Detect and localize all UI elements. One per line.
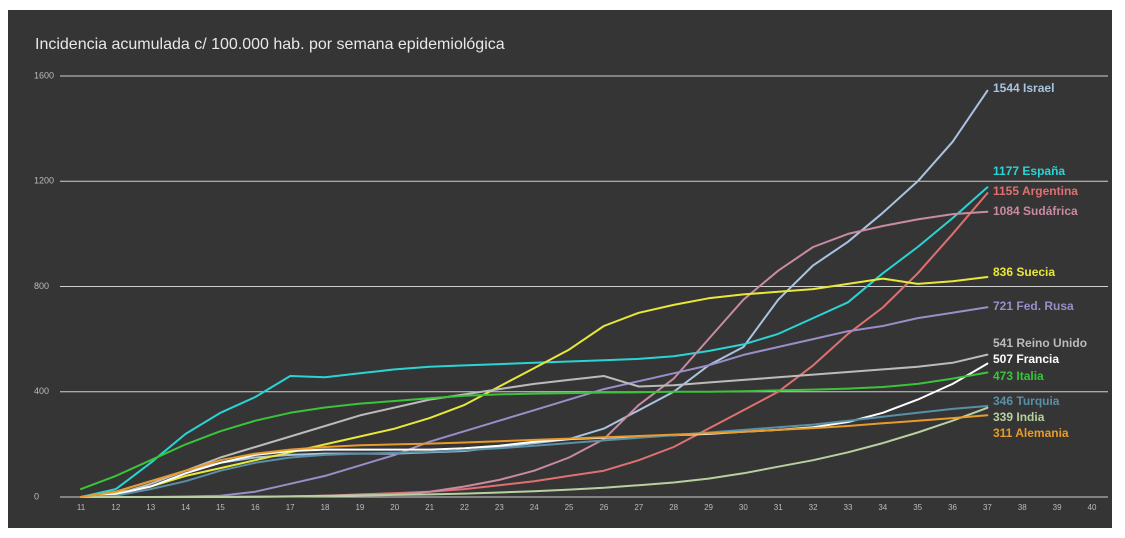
end-value: 507 bbox=[993, 352, 1013, 366]
x-tick-label: 14 bbox=[181, 503, 190, 512]
x-tick-label: 12 bbox=[111, 503, 120, 512]
series-line bbox=[80, 405, 989, 498]
x-tick-label: 29 bbox=[704, 503, 713, 512]
series-name: Italia bbox=[1016, 369, 1044, 383]
series-name: Alemania bbox=[1015, 426, 1069, 440]
x-tick-label: 28 bbox=[669, 503, 678, 512]
series-name: India bbox=[1016, 410, 1044, 424]
series-name: Turquia bbox=[1016, 394, 1059, 408]
series-name: Argentina bbox=[1022, 184, 1078, 198]
x-tick-label: 15 bbox=[216, 503, 225, 512]
series-line bbox=[80, 406, 989, 498]
y-tick-label: 1200 bbox=[34, 176, 54, 186]
end-value: 339 bbox=[993, 410, 1013, 424]
series-line bbox=[80, 276, 989, 498]
chart-title: Incidencia acumulada c/ 100.000 hab. por… bbox=[35, 36, 505, 53]
series-name: España bbox=[1022, 164, 1065, 178]
end-label: 346 Turquia bbox=[993, 394, 1060, 408]
series-name: Francia bbox=[1016, 352, 1059, 366]
x-tick-label: 39 bbox=[1053, 503, 1062, 512]
series-line bbox=[80, 414, 989, 498]
y-tick-label: 1600 bbox=[34, 70, 54, 80]
x-tick-label: 31 bbox=[774, 503, 783, 512]
x-tick-label: 21 bbox=[425, 503, 434, 512]
end-label: 473 Italia bbox=[993, 369, 1044, 383]
series-name: Sudáfrica bbox=[1023, 204, 1078, 218]
end-label: 541 Reino Unido bbox=[993, 336, 1087, 350]
end-label: 836 Suecia bbox=[993, 265, 1055, 279]
y-tick-label: 0 bbox=[34, 491, 39, 501]
x-tick-label: 30 bbox=[739, 503, 748, 512]
end-value: 1084 bbox=[993, 204, 1020, 218]
end-label: 1155 Argentina bbox=[993, 184, 1078, 198]
x-tick-label: 20 bbox=[390, 503, 399, 512]
series-name: Suecia bbox=[1016, 265, 1055, 279]
end-label: 1177 España bbox=[993, 164, 1065, 178]
end-label: 721 Fed. Rusa bbox=[993, 299, 1074, 313]
x-tick-label: 37 bbox=[983, 503, 992, 512]
series-line bbox=[80, 353, 989, 498]
x-tick-label: 40 bbox=[1088, 503, 1097, 512]
series-line bbox=[80, 186, 989, 498]
x-tick-label: 19 bbox=[355, 503, 364, 512]
end-label: 311 Alemania bbox=[993, 426, 1069, 440]
series-line bbox=[80, 371, 989, 491]
end-label: 1084 Sudáfrica bbox=[993, 204, 1078, 218]
x-tick-label: 16 bbox=[251, 503, 260, 512]
x-tick-label: 32 bbox=[809, 503, 818, 512]
x-tick-label: 18 bbox=[321, 503, 330, 512]
series-line bbox=[80, 306, 989, 498]
x-tick-label: 36 bbox=[948, 503, 957, 512]
x-tick-label: 17 bbox=[286, 503, 295, 512]
x-tick-label: 34 bbox=[878, 503, 887, 512]
x-tick-label: 27 bbox=[634, 503, 643, 512]
x-tick-label: 22 bbox=[460, 503, 469, 512]
series-name: Israel bbox=[1023, 81, 1054, 95]
end-value: 541 bbox=[993, 336, 1013, 350]
end-label: 339 India bbox=[993, 410, 1045, 424]
x-tick-label: 35 bbox=[913, 503, 922, 512]
end-value: 346 bbox=[993, 394, 1013, 408]
x-tick-label: 25 bbox=[565, 503, 574, 512]
series-name: Reino Unido bbox=[1016, 336, 1087, 350]
end-value: 1177 bbox=[993, 164, 1019, 178]
end-value: 1155 bbox=[993, 184, 1019, 198]
x-tick-label: 11 bbox=[77, 503, 86, 512]
x-tick-label: 33 bbox=[844, 503, 853, 512]
series-name: Fed. Rusa bbox=[1016, 299, 1074, 313]
end-value: 721 bbox=[993, 299, 1013, 313]
x-tick-label: 23 bbox=[495, 503, 504, 512]
x-tick-label: 26 bbox=[599, 503, 608, 512]
end-value: 473 bbox=[993, 369, 1013, 383]
y-tick-label: 800 bbox=[34, 281, 49, 291]
series-line bbox=[80, 362, 989, 498]
end-label: 507 Francia bbox=[993, 352, 1059, 366]
end-value: 836 bbox=[993, 265, 1013, 279]
y-tick-label: 400 bbox=[34, 386, 49, 396]
x-tick-label: 24 bbox=[530, 503, 539, 512]
end-value: 311 bbox=[993, 426, 1013, 440]
x-tick-label: 13 bbox=[146, 503, 155, 512]
end-label: 1544 Israel bbox=[993, 81, 1054, 95]
x-tick-label: 38 bbox=[1018, 503, 1027, 512]
end-value: 1544 bbox=[993, 81, 1020, 95]
